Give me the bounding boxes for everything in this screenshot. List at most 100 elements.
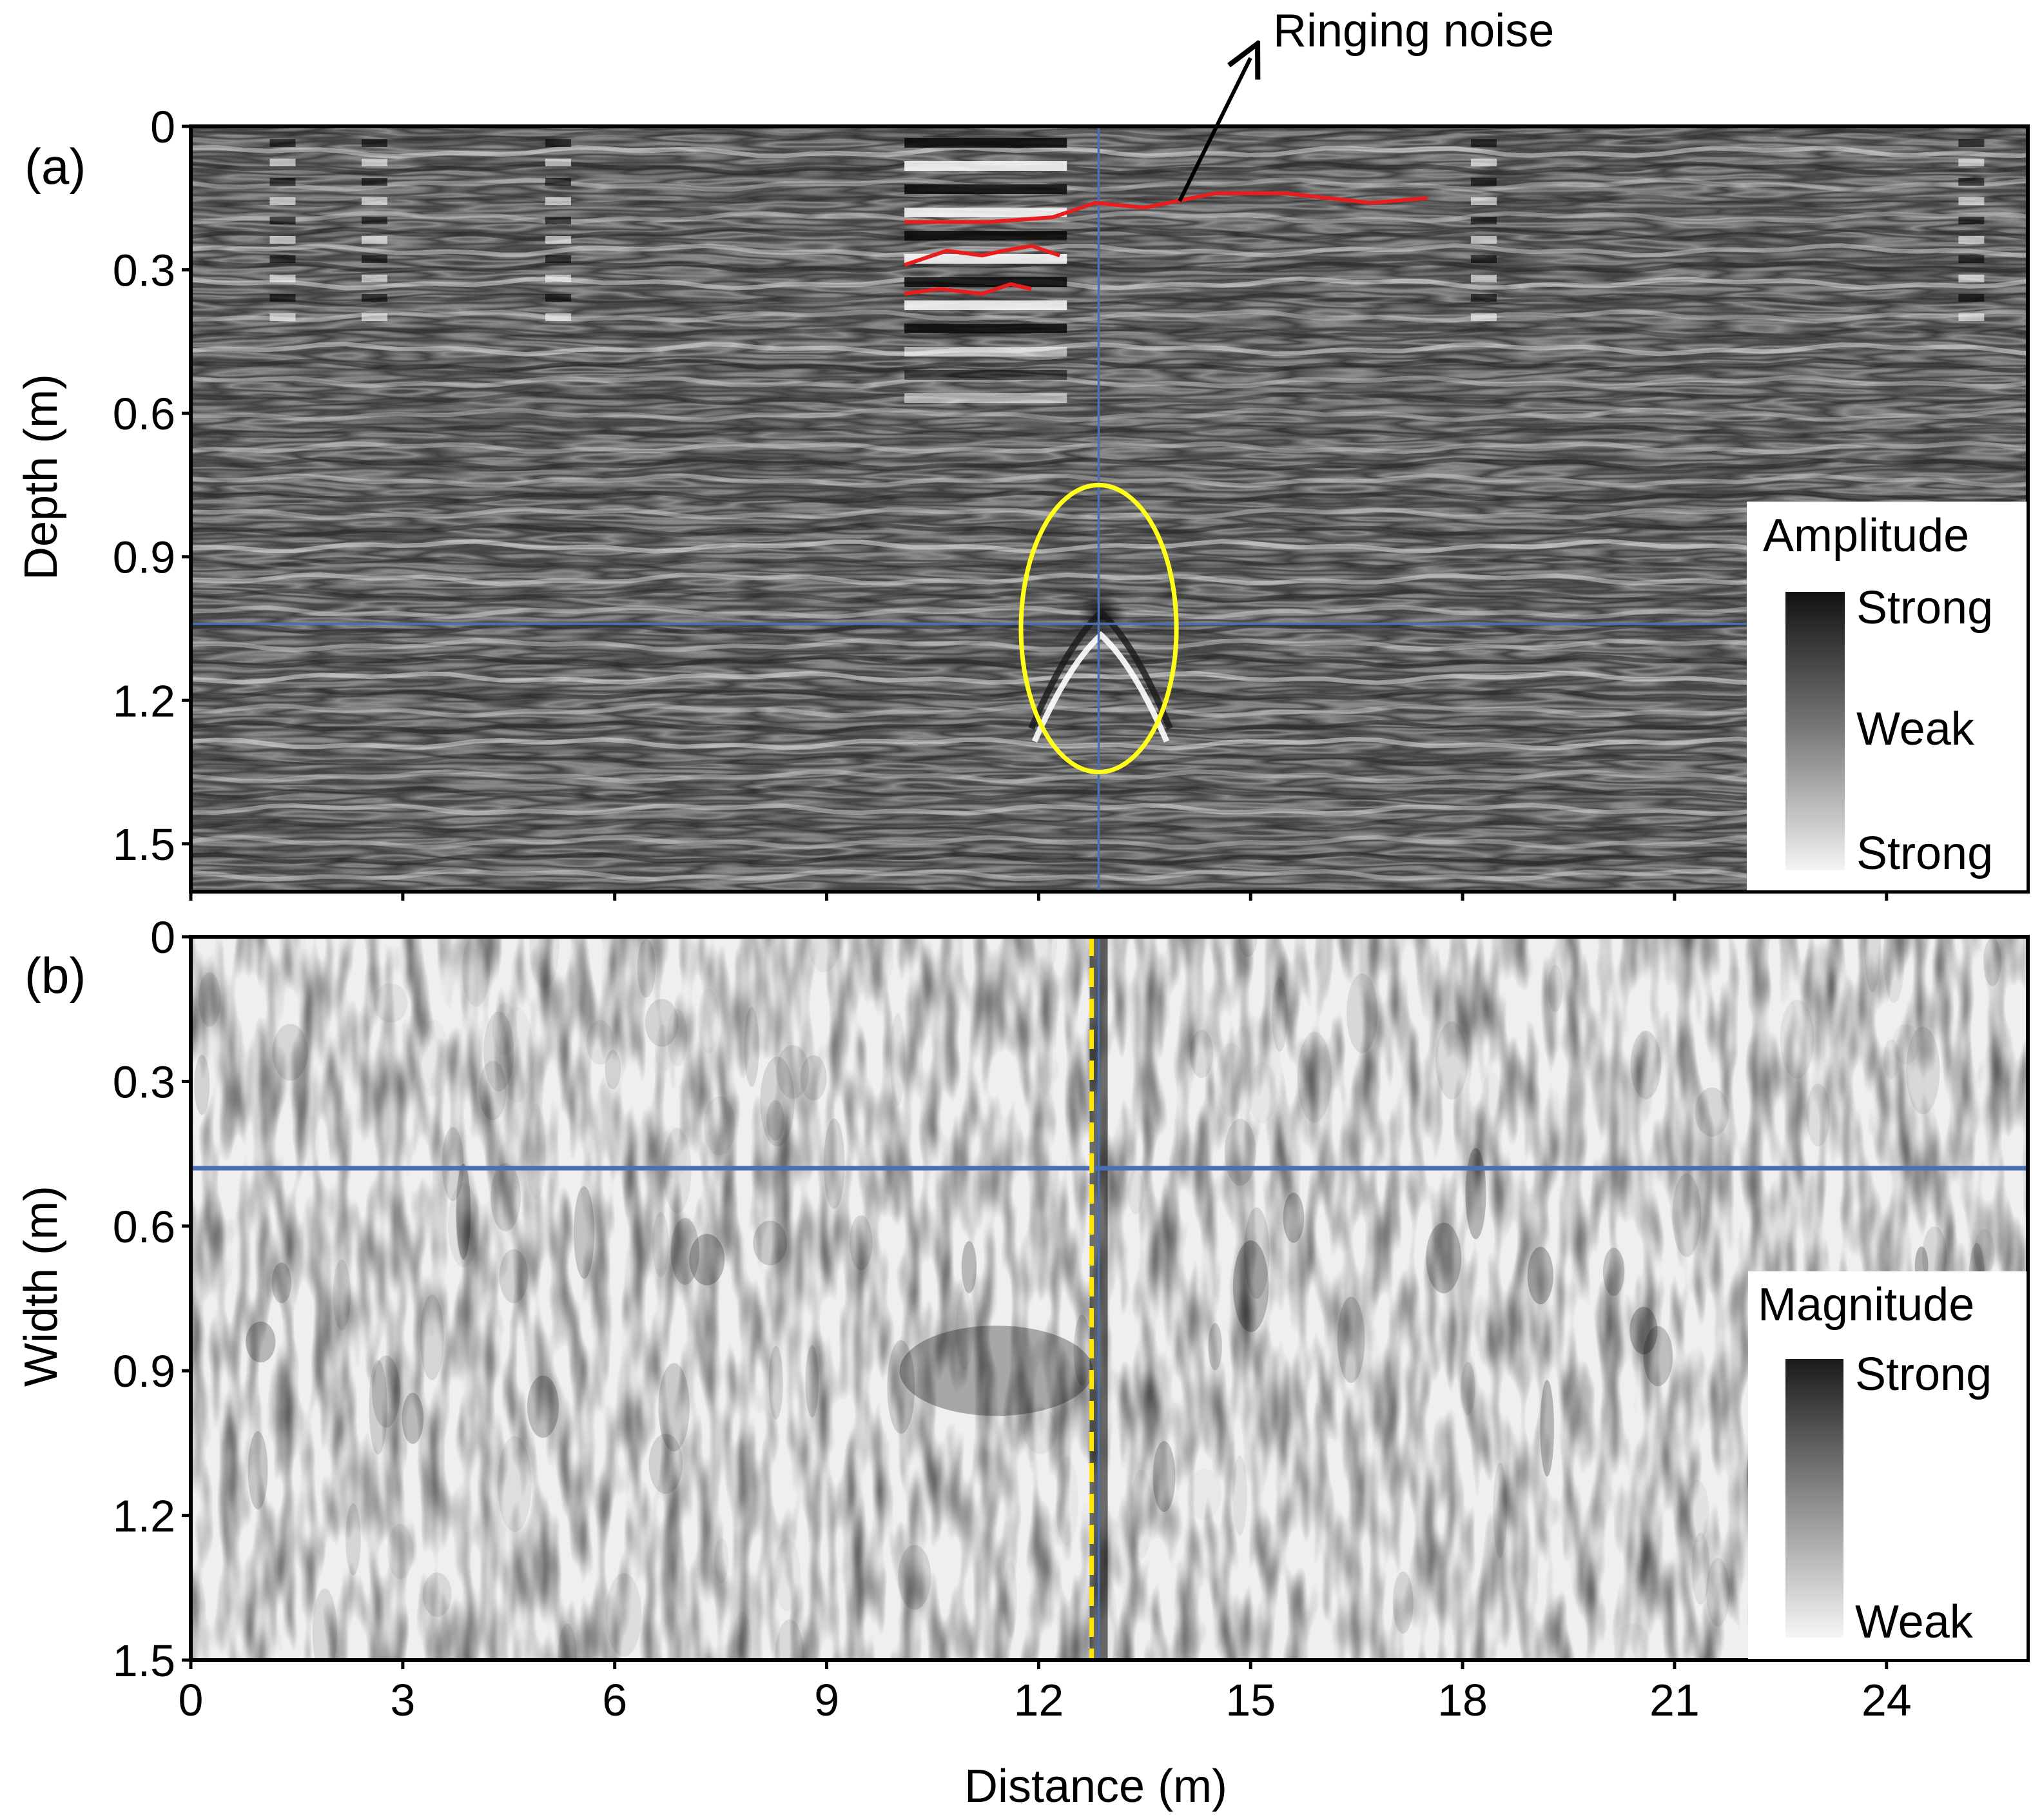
target-hyperbola-dark: [1028, 608, 1173, 730]
magnitude-blob: [1983, 937, 2001, 986]
reflection-band: [191, 522, 2028, 538]
ringing-band: [904, 254, 1067, 264]
magnitude-blob: [526, 1104, 545, 1200]
vertical-reflection: [545, 294, 571, 302]
reflection-band: [191, 128, 2028, 143]
amplitude-legend: Amplitude Strong Weak Strong: [1747, 502, 2027, 890]
ringing-band: [904, 184, 1067, 194]
magnitude-blob: [768, 1346, 783, 1420]
magnitude-blob: [899, 1326, 1093, 1416]
panel-a-bands: [191, 128, 2028, 882]
panel-a-ytick-label: 1.5: [113, 819, 175, 870]
ringing-band: [904, 370, 1067, 380]
panel-b-ytick-label: 0: [150, 912, 175, 963]
reflection-band: [191, 177, 2028, 192]
vertical-reflection: [269, 159, 296, 166]
magnitude-blob: [689, 1233, 725, 1286]
vertical-reflection: [545, 275, 571, 282]
magnitude-blob: [1038, 1021, 1053, 1097]
reflection-band: [191, 703, 2028, 718]
reflection-band: [191, 440, 2028, 455]
magnitude-blob: [1630, 1030, 1662, 1099]
reflection-band: [191, 638, 2028, 652]
panel-b-magnitude-blobs: [194, 921, 2026, 1660]
magnitude-blob: [1684, 1480, 1709, 1543]
ringing-band: [904, 300, 1067, 310]
panel-a-frame: [189, 124, 2030, 894]
panel-a-ytick-label: 0.6: [113, 389, 175, 439]
magnitude-blob: [703, 1096, 735, 1156]
magnitude-blob: [1974, 1229, 1995, 1276]
reflection-band: [191, 145, 2028, 159]
vertical-reflection: [1470, 197, 1497, 205]
vertical-reflection: [1958, 139, 1985, 147]
magnitude-blob: [194, 1055, 210, 1115]
panel-b-xtick-label: 24: [1862, 1675, 1912, 1725]
reflection-band: [191, 226, 2028, 242]
vertical-reflection: [1958, 178, 1985, 186]
vertical-reflection: [1958, 217, 1985, 224]
magnitude-blob: [961, 1241, 977, 1293]
reflection-band: [191, 342, 2028, 357]
vertical-reflection: [362, 159, 387, 166]
panel-b-xtick-label: 9: [814, 1675, 839, 1725]
reflection-band: [191, 456, 2028, 471]
reflection-band: [191, 803, 2028, 817]
amplitude-legend-strong-top: Strong: [1856, 582, 1993, 634]
reflection-band: [191, 292, 2028, 308]
panel-b-ylabel: Width (m): [15, 1186, 67, 1387]
magnitude-blob: [1864, 937, 1881, 992]
ringing-band: [904, 277, 1067, 287]
magnitude-blob: [1672, 1173, 1702, 1257]
panel-b-xtick-label: 18: [1437, 1675, 1488, 1725]
magnitude-legend-strong: Strong: [1855, 1349, 1992, 1400]
magnitude-blob: [1272, 977, 1288, 1052]
magnitude-blob: [1190, 1029, 1214, 1078]
panel-b-ytick-label: 1.5: [113, 1636, 175, 1686]
vertical-reflection: [269, 139, 296, 147]
panel-a-ylabel: Depth (m): [15, 374, 67, 580]
vertical-reflection: [1958, 197, 1985, 205]
panel-b-xlabel: Distance (m): [964, 1761, 1227, 1812]
magnitude-blob: [402, 1393, 424, 1444]
panel-b-ytick-label: 0.3: [113, 1057, 175, 1107]
magnitude-blob: [870, 921, 893, 986]
vertical-reflection: [362, 255, 387, 263]
magnitude-blob: [499, 1249, 529, 1304]
vertical-reflection: [1958, 275, 1985, 282]
reflection-band: [191, 194, 2028, 208]
magnitude-blob: [1131, 1469, 1152, 1558]
magnitude-blob: [1392, 1571, 1414, 1634]
ringing-noise-label: Ringing noise: [1273, 5, 1554, 57]
magnitude-blob: [1435, 1021, 1468, 1100]
reflection-band: [191, 407, 2028, 423]
vertical-reflection: [269, 217, 296, 224]
magnitude-blob: [1629, 1306, 1658, 1355]
magnitude-blob: [1695, 1088, 1729, 1137]
magnitude-blob: [462, 937, 491, 1007]
magnitude-blob: [456, 1163, 471, 1260]
magnitude-blob: [1232, 1455, 1247, 1536]
magnitude-blob: [1347, 973, 1378, 1053]
magnitude-blob: [1461, 1362, 1475, 1416]
panel-b-xtick-label: 0: [179, 1675, 204, 1725]
ringing-band: [904, 208, 1067, 217]
vertical-reflection: [269, 275, 296, 282]
magnitude-blob: [670, 1218, 699, 1286]
panel-b-magnitude-texture: [191, 937, 2028, 1660]
magnitude-legend: Magnitude Strong Weak: [1748, 1271, 2027, 1659]
magnitude-blob: [1922, 1226, 1947, 1286]
magnitude-blob: [1297, 1032, 1332, 1123]
ringing-noise-arrow: [1178, 58, 1250, 202]
reflection-band: [191, 835, 2028, 850]
magnitude-colorbar: [1785, 1359, 1843, 1638]
magnitude-blob: [345, 1503, 361, 1576]
magnitude-blob: [1780, 999, 1814, 1079]
panel-b-xtick-label: 6: [602, 1675, 627, 1725]
magnitude-blob: [645, 999, 679, 1047]
panel-b-label: (b): [24, 947, 86, 1004]
magnitude-blob: [1056, 1456, 1078, 1547]
vertical-reflection: [362, 178, 387, 186]
magnitude-blob: [198, 972, 221, 1027]
magnitude-blob: [1243, 1207, 1270, 1299]
